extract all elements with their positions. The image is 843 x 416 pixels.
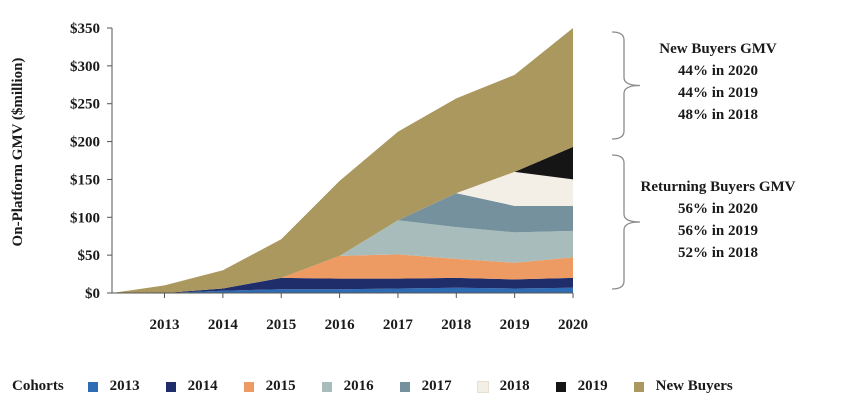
area-series-2014 [112,277,573,293]
y-tick-label: $150 [70,172,100,188]
legend-label: 2015 [265,378,296,394]
area-series-2017 [112,193,573,293]
x-tick-label: 2020 [558,317,588,333]
legend-item-2017: 2017 [399,378,452,395]
x-tick-label: 2014 [208,317,239,333]
area-series-2016 [112,220,573,293]
returning-buyers-line: 56% in 2020 [677,201,758,217]
area-series-2018 [112,171,573,293]
x-tick-label: 2017 [383,317,414,333]
legend-title: Cohorts [12,378,64,394]
x-tick-label: 2019 [500,317,530,333]
y-tick-label: $200 [70,135,100,151]
y-tick-label: $50 [78,248,101,264]
legend-swatch [555,381,566,392]
new-buyers-bracket [611,31,641,140]
new-buyers-line: 44% in 2020 [677,63,758,79]
legend-swatch [165,381,176,392]
new-buyers-line: 48% in 2018 [677,107,758,123]
legend-item-2018: 2018 [476,378,530,395]
returning-buyers-bracket [611,154,641,290]
legend-label: 2016 [343,378,374,394]
new-buyers-line: 44% in 2019 [677,85,758,101]
legend-item-new-buyers: New Buyers [633,378,733,395]
x-tick-label: 2015 [266,317,296,333]
legend-label: 2017 [421,378,452,394]
x-tick-label: 2016 [325,317,356,333]
legend-item-2016: 2016 [321,378,374,395]
brackets [611,31,641,290]
legend-item-2019: 2019 [555,378,608,395]
returning-buyers-title: Returning Buyers GMV [640,179,796,195]
legend-label: New Buyers [655,378,733,394]
legend-swatch [633,381,644,392]
legend-swatch [243,381,254,392]
axes: $0 $50 $100 $150 $200 $250 $300 $350 2013 2014 201… [70,21,588,333]
new-buyers-title: New Buyers GMV [659,41,777,57]
x-tick-label: 2018 [441,317,471,333]
returning-buyers-annotation: Returning Buyers GMV 56% in 2020 56% in … [598,176,838,264]
y-tick-label: $250 [70,97,100,113]
legend: Cohorts 2013 2014 2015 2016 2017 2018 20… [12,378,759,395]
y-tick-label: $350 [70,21,100,37]
legend-item-2013: 2013 [87,378,140,395]
area-series-2013 [112,287,573,293]
y-tick-label: $100 [70,210,100,226]
area-series-2015 [112,254,573,293]
legend-swatch [321,381,332,392]
area-layers [112,28,573,293]
area-series-new-buyers [112,28,573,293]
y-tick-label: $300 [70,59,100,75]
y-axis-label: On-Platform GMV ($million) [10,58,26,247]
legend-item-2014: 2014 [165,378,218,395]
returning-buyers-line: 52% in 2018 [677,245,758,261]
new-buyers-annotation: New Buyers GMV 44% in 2020 44% in 2019 4… [598,38,838,126]
legend-label: 2018 [499,378,530,394]
y-tick-label: $0 [85,286,100,302]
x-tick-label: 2013 [150,317,180,333]
legend-swatch [87,381,98,392]
legend-swatch [476,380,489,393]
legend-swatch [399,381,410,392]
returning-buyers-line: 56% in 2019 [677,223,758,239]
legend-label: 2014 [187,378,218,394]
legend-item-2015: 2015 [243,378,296,395]
legend-label: 2019 [577,378,608,394]
legend-label: 2013 [109,378,140,394]
